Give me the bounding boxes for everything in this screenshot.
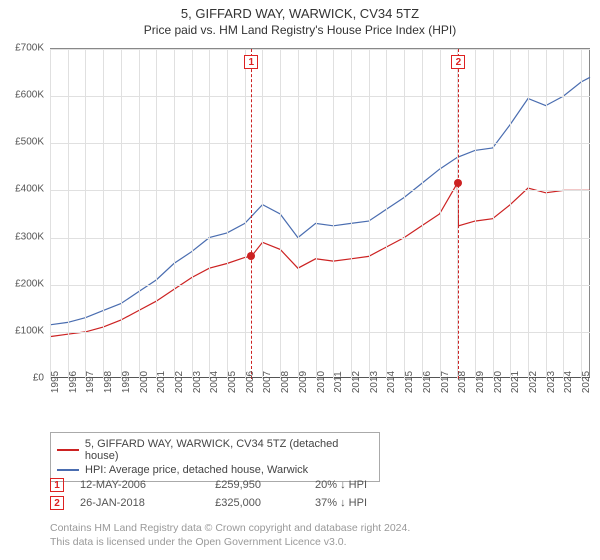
x-tick-label: 2018 [457, 371, 468, 393]
annotation-pct: 37% ↓ HPI [277, 497, 367, 509]
chart-subtitle: Price paid vs. HM Land Registry's House … [0, 21, 600, 37]
series-line-hpi [50, 77, 590, 324]
sale-dot [454, 179, 462, 187]
x-tick-label: 2010 [316, 371, 327, 393]
footnote-line2: This data is licensed under the Open Gov… [50, 536, 410, 550]
annotation-price: £325,000 [191, 497, 261, 509]
legend-item: 5, GIFFARD WAY, WARWICK, CV34 5TZ (detac… [57, 437, 373, 463]
footnote-line1: Contains HM Land Registry data © Crown c… [50, 522, 410, 536]
event-marker-box: 1 [244, 55, 258, 69]
annotation-pct: 20% ↓ HPI [277, 479, 367, 491]
x-tick-label: 2017 [440, 371, 451, 393]
x-tick-label: 2020 [493, 371, 504, 393]
x-tick-label: 2004 [209, 371, 220, 393]
y-axis: £0£100K£200K£300K£400K£500K£600K£700K [0, 48, 50, 378]
annotation-date: 12-MAY-2006 [80, 479, 175, 491]
annotation-marker: 2 [50, 496, 64, 510]
x-tick-label: 2003 [192, 371, 203, 393]
annotation-price: £259,950 [191, 479, 261, 491]
x-tick-label: 2013 [369, 371, 380, 393]
annotation-marker: 1 [50, 478, 64, 492]
x-tick-label: 2015 [404, 371, 415, 393]
chart-lines [50, 49, 590, 379]
x-tick-label: 2000 [139, 371, 150, 393]
legend-swatch [57, 469, 79, 471]
x-tick-label: 2025 [581, 371, 592, 393]
x-tick-label: 2009 [298, 371, 309, 393]
chart-title: 5, GIFFARD WAY, WARWICK, CV34 5TZ [0, 0, 600, 21]
annotation-date: 26-JAN-2018 [80, 497, 175, 509]
x-tick-label: 1997 [85, 371, 96, 393]
event-marker-box: 2 [451, 55, 465, 69]
y-tick-label: £200K [15, 278, 44, 289]
annotation-table: 1 12-MAY-2006 £259,950 20% ↓ HPI 2 26-JAN-201… [50, 476, 550, 512]
y-tick-label: £500K [15, 137, 44, 148]
x-tick-label: 1995 [50, 371, 61, 393]
legend-swatch [57, 449, 79, 451]
x-tick-label: 2001 [156, 371, 167, 393]
series-line-property [50, 183, 590, 336]
x-tick-label: 2011 [333, 371, 344, 393]
annotation-row: 1 12-MAY-2006 £259,950 20% ↓ HPI [50, 476, 550, 494]
x-axis: 1995199619971998199920002001200220032004… [50, 378, 590, 438]
legend-label: 5, GIFFARD WAY, WARWICK, CV34 5TZ (detac… [85, 438, 373, 462]
x-tick-label: 2005 [227, 371, 238, 393]
legend: 5, GIFFARD WAY, WARWICK, CV34 5TZ (detac… [50, 432, 380, 482]
legend-label: HPI: Average price, detached house, Warw… [85, 464, 308, 476]
x-tick-label: 1999 [121, 371, 132, 393]
legend-item: HPI: Average price, detached house, Warw… [57, 463, 373, 477]
x-tick-label: 2014 [386, 371, 397, 393]
x-tick-label: 2022 [528, 371, 539, 393]
x-tick-label: 2019 [475, 371, 486, 393]
y-tick-label: £700K [15, 43, 44, 54]
event-vline [458, 49, 459, 379]
x-tick-label: 2024 [563, 371, 574, 393]
x-tick-label: 2016 [422, 371, 433, 393]
footnote: Contains HM Land Registry data © Crown c… [50, 522, 410, 549]
y-tick-label: £400K [15, 184, 44, 195]
x-tick-label: 2023 [546, 371, 557, 393]
annotation-row: 2 26-JAN-2018 £325,000 37% ↓ HPI [50, 494, 550, 512]
x-tick-label: 2012 [351, 371, 362, 393]
plot-area: 12 [50, 48, 590, 378]
event-vline [251, 49, 252, 379]
y-tick-label: £300K [15, 231, 44, 242]
sale-dot [247, 252, 255, 260]
y-tick-label: £600K [15, 90, 44, 101]
x-tick-label: 2008 [280, 371, 291, 393]
x-tick-label: 1996 [68, 371, 79, 393]
x-tick-label: 2021 [510, 371, 521, 393]
y-tick-label: £100K [15, 325, 44, 336]
x-tick-label: 2006 [245, 371, 256, 393]
y-tick-label: £0 [33, 373, 44, 384]
x-tick-label: 2007 [262, 371, 273, 393]
x-tick-label: 1998 [103, 371, 114, 393]
x-tick-label: 2002 [174, 371, 185, 393]
